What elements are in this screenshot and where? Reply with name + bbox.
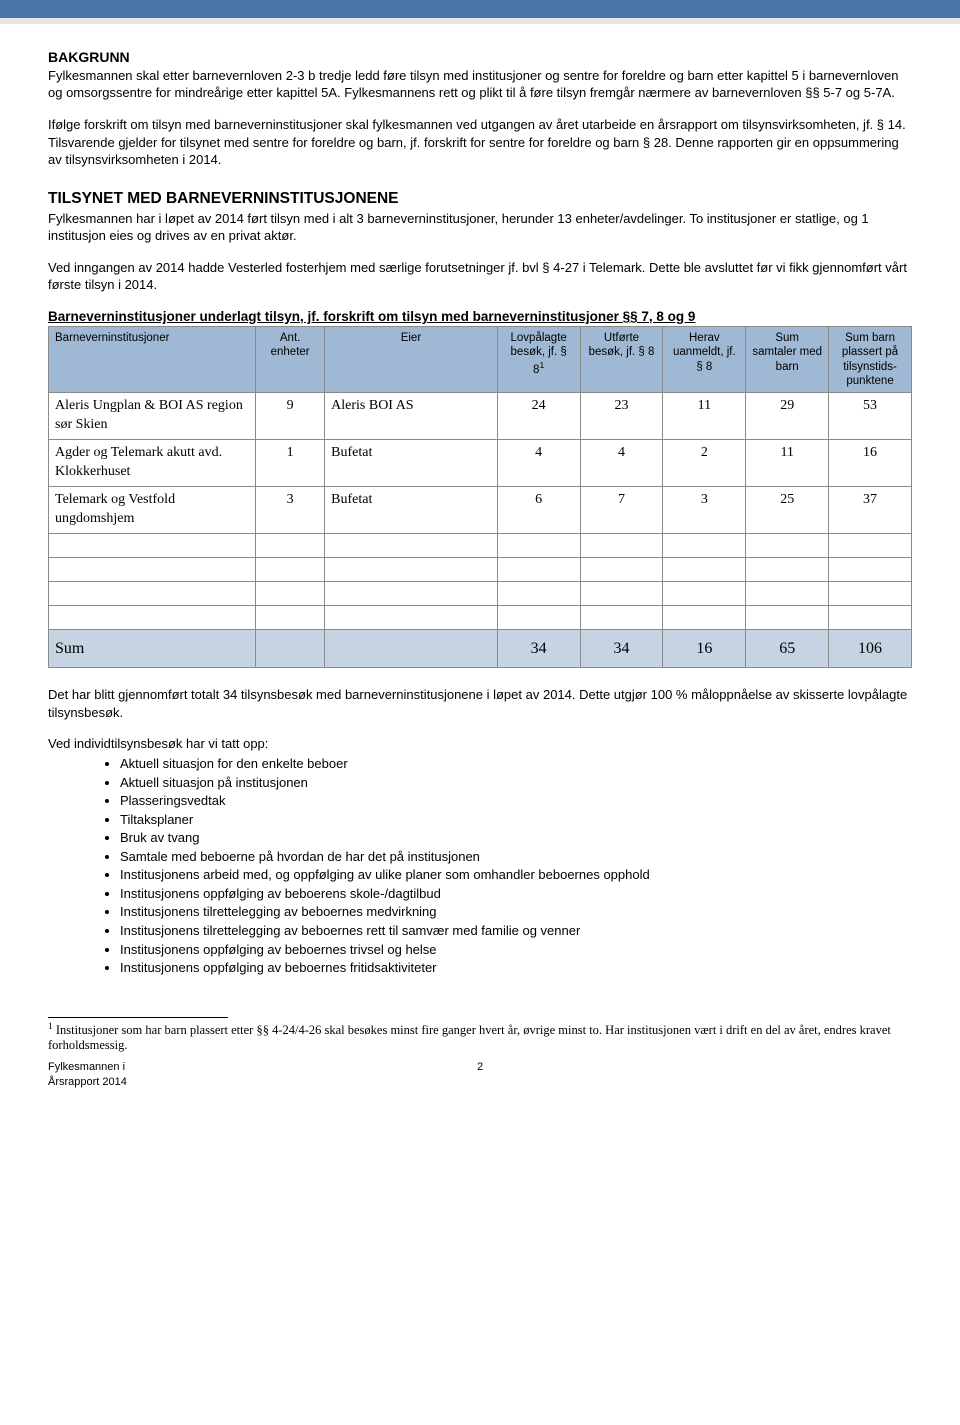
table-row-empty <box>49 605 912 629</box>
list-item: Aktuell situasjon for den enkelte beboer <box>120 755 912 773</box>
list-item: Institusjonens tilrettelegging av beboer… <box>120 903 912 921</box>
footnote-text: 1 Institusjoner som har barn plassert et… <box>48 1022 912 1054</box>
sum-utf: 34 <box>580 629 663 668</box>
cell-uan: 11 <box>663 393 746 440</box>
list-item: Institusjonens tilrettelegging av beboer… <box>120 922 912 940</box>
bullets-list: Aktuell situasjon for den enkelte beboer… <box>120 755 912 977</box>
sum-empty <box>256 629 325 668</box>
cell-lov: 24 <box>497 393 580 440</box>
th-lovpalagte: Lovpålagte besøk, jf. § 81 <box>497 326 580 393</box>
cell-uan: 3 <box>663 487 746 534</box>
cell-sam: 11 <box>746 440 829 487</box>
table-row: Telemark og Vestfold ungdomshjem 3 Bufet… <box>49 487 912 534</box>
tilsynet-p1: Fylkesmannen har i løpet av 2014 ført ti… <box>48 210 912 245</box>
list-item: Plasseringsvedtak <box>120 792 912 810</box>
cell-enh: 3 <box>256 487 325 534</box>
table-row: Agder og Telemark akutt avd. Klokkerhuse… <box>49 440 912 487</box>
cell-uan: 2 <box>663 440 746 487</box>
sum-lov: 34 <box>497 629 580 668</box>
sum-barn: 106 <box>829 629 912 668</box>
list-item: Institusjonens oppfølging av beboernes t… <box>120 941 912 959</box>
table-header-row: Barneverninstitusjoner Ant. enheter Eier… <box>49 326 912 393</box>
cell-inst: Agder og Telemark akutt avd. Klokkerhuse… <box>49 440 256 487</box>
cell-inst: Aleris Ungplan & BOI AS region sør Skien <box>49 393 256 440</box>
bakgrunn-p1: Fylkesmannen skal etter barnevernloven 2… <box>48 67 912 102</box>
sum-sam: 65 <box>746 629 829 668</box>
th-inst: Barneverninstitusjoner <box>49 326 256 393</box>
cell-utf: 7 <box>580 487 663 534</box>
list-item: Tiltaksplaner <box>120 811 912 829</box>
cell-barn: 37 <box>829 487 912 534</box>
footer-pagenum: 2 <box>465 1060 495 1090</box>
cell-barn: 16 <box>829 440 912 487</box>
table-sum-row: Sum 34 34 16 65 106 <box>49 629 912 668</box>
footer-left: Fylkesmannen i Årsrapport 2014 <box>48 1060 465 1090</box>
list-item: Samtale med beboerne på hvordan de har d… <box>120 848 912 866</box>
list-item: Institusjonens oppfølging av beboernes f… <box>120 959 912 977</box>
cell-eier: Aleris BOI AS <box>325 393 498 440</box>
th-enheter: Ant. enheter <box>256 326 325 393</box>
th-uanmeldt: Herav uanmeldt, jf. § 8 <box>663 326 746 393</box>
footnote-rule <box>48 1017 228 1018</box>
cell-inst: Telemark og Vestfold ungdomshjem <box>49 487 256 534</box>
table-caption: Barneverninstitusjoner underlagt tilsyn,… <box>48 308 912 326</box>
after-table-p1: Det har blitt gjennomført totalt 34 tils… <box>48 686 912 721</box>
cell-sam: 29 <box>746 393 829 440</box>
sum-label: Sum <box>49 629 256 668</box>
th-samtaler: Sum samtaler med barn <box>746 326 829 393</box>
tilsynet-title: TILSYNET MED BARNEVERNINSTITUSJONENE <box>48 189 912 210</box>
header-colorbar <box>0 0 960 18</box>
th-barn: Sum barn plassert på tilsynstids-punkten… <box>829 326 912 393</box>
cell-sam: 25 <box>746 487 829 534</box>
institusjon-table: Barneverninstitusjoner Ant. enheter Eier… <box>48 326 912 668</box>
cell-enh: 9 <box>256 393 325 440</box>
page-content: BAKGRUNN Fylkesmannen skal etter barneve… <box>0 48 960 1120</box>
header-subbar <box>0 18 960 24</box>
cell-lov: 6 <box>497 487 580 534</box>
list-item: Bruk av tvang <box>120 829 912 847</box>
table-row-empty <box>49 533 912 557</box>
cell-eier: Bufetat <box>325 440 498 487</box>
cell-lov: 4 <box>497 440 580 487</box>
tilsynet-p2: Ved inngangen av 2014 hadde Vesterled fo… <box>48 259 912 294</box>
after-table-p2: Ved individtilsynsbesøk har vi tatt opp: <box>48 735 912 753</box>
sum-empty <box>325 629 498 668</box>
table-row: Aleris Ungplan & BOI AS region sør Skien… <box>49 393 912 440</box>
list-item: Aktuell situasjon på institusjonen <box>120 774 912 792</box>
th-eier: Eier <box>325 326 498 393</box>
cell-eier: Bufetat <box>325 487 498 534</box>
bakgrunn-p2: Ifølge forskrift om tilsyn med barnevern… <box>48 116 912 169</box>
sum-uan: 16 <box>663 629 746 668</box>
cell-barn: 53 <box>829 393 912 440</box>
footer: Fylkesmannen i Årsrapport 2014 2 <box>48 1060 912 1090</box>
cell-utf: 23 <box>580 393 663 440</box>
bakgrunn-title: BAKGRUNN <box>48 48 912 67</box>
cell-enh: 1 <box>256 440 325 487</box>
cell-utf: 4 <box>580 440 663 487</box>
list-item: Institusjonens arbeid med, og oppfølging… <box>120 866 912 884</box>
table-row-empty <box>49 581 912 605</box>
table-row-empty <box>49 557 912 581</box>
list-item: Institusjonens oppfølging av beboerens s… <box>120 885 912 903</box>
th-utforte: Utførte besøk, jf. § 8 <box>580 326 663 393</box>
